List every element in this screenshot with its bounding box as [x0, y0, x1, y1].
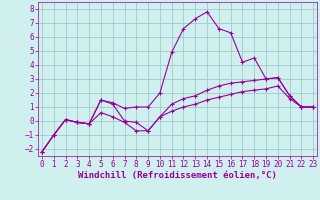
X-axis label: Windchill (Refroidissement éolien,°C): Windchill (Refroidissement éolien,°C)	[78, 171, 277, 180]
